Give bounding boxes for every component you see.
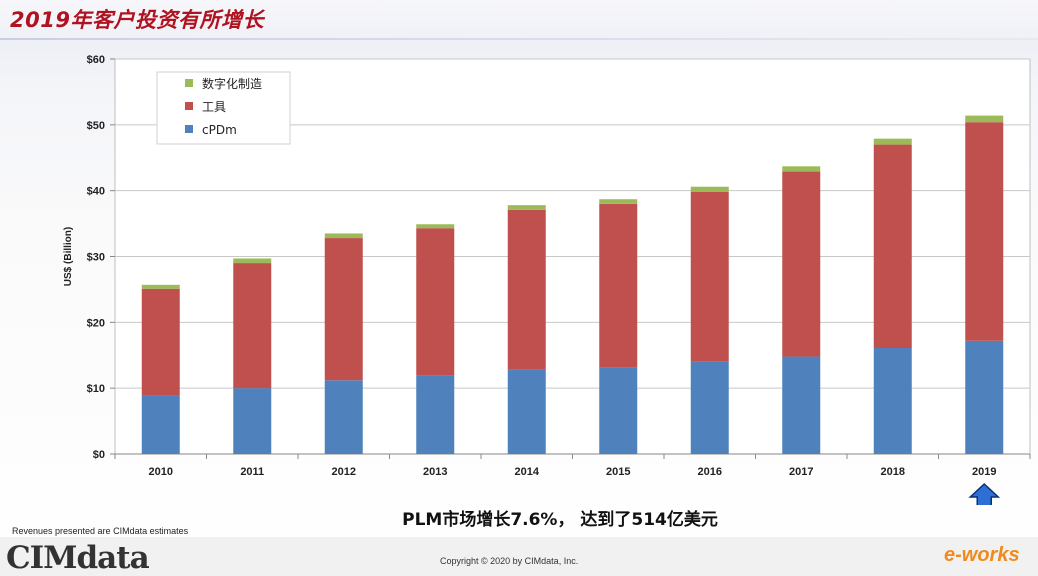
bar-segment	[690, 361, 729, 454]
legend-box	[156, 71, 291, 145]
y-tick-label: $20	[87, 317, 105, 329]
bar-segment	[507, 205, 546, 210]
bar-segment	[324, 238, 363, 381]
bar-segment	[873, 144, 912, 349]
y-tick-label: $30	[87, 252, 105, 264]
bar-segment	[416, 375, 455, 454]
y-tick-label: $50	[87, 120, 105, 132]
up-arrow-icon	[968, 482, 1001, 505]
x-tick-label: 2019	[972, 466, 996, 478]
footnote: Revenues presented are CIMdata estimates	[12, 526, 189, 536]
bar-segment	[507, 209, 546, 370]
bar-segment	[782, 171, 821, 357]
x-tick-label: 2011	[240, 466, 264, 478]
legend-swatch	[185, 125, 193, 133]
y-tick-label: $60	[87, 54, 105, 66]
x-tick-label: 2015	[606, 466, 630, 478]
bar-segment	[141, 284, 180, 289]
y-tick-label: $0	[93, 449, 105, 461]
legend-label: cPDm	[202, 123, 237, 137]
bar-segment	[324, 233, 363, 239]
legend-label: 工具	[202, 100, 226, 114]
y-axis-label: US$ (Billion)	[63, 227, 74, 286]
footer-band	[0, 537, 1038, 576]
legend-label: 数字化制造	[202, 76, 262, 91]
bar-segment	[965, 115, 1004, 123]
y-tick-label: $40	[87, 186, 105, 198]
title-divider	[0, 38, 1038, 40]
bar-segment	[599, 199, 638, 204]
x-tick-label: 2012	[332, 466, 356, 478]
bar-segment	[782, 356, 821, 454]
x-tick-label: 2017	[789, 466, 813, 478]
bar-segment	[873, 348, 912, 454]
logo-text: CIMdata	[6, 540, 150, 576]
bar-segment	[233, 388, 272, 454]
bar-segment	[233, 258, 272, 264]
bar-segment	[233, 263, 272, 389]
stacked-bar-chart: $0 $10 $20 $30 $40 $50 $60 US$ (Billion) 2010 201…	[63, 54, 1031, 505]
bar-segment	[141, 395, 180, 454]
legend-swatch	[185, 102, 193, 110]
x-tick-label: 2016	[698, 466, 722, 478]
bar-segment	[599, 203, 638, 368]
bar-segment	[599, 367, 638, 454]
bar-segment	[416, 224, 455, 229]
x-tick-label: 2018	[881, 466, 905, 478]
bar-segment	[782, 166, 821, 172]
bar-segment	[141, 288, 180, 396]
bar-segment	[690, 186, 729, 192]
legend-swatch	[185, 79, 193, 87]
bar-segment	[690, 191, 729, 362]
eworks-watermark: e-works	[944, 544, 1020, 566]
bar-segment	[324, 380, 363, 454]
bar-segment	[965, 122, 1004, 341]
y-tick-label: $10	[87, 383, 105, 395]
bar-segment	[873, 138, 912, 145]
copyright-text: Copyright © 2020 by CIMdata, Inc.	[440, 556, 579, 566]
x-tick-label: 2014	[515, 466, 540, 478]
x-tick-label: 2013	[423, 466, 447, 478]
x-tick-label: 2010	[149, 466, 173, 478]
slide-title: 2019年客户投资有所增长	[10, 8, 264, 32]
cimdata-logo: CIMdata	[6, 540, 150, 576]
bar-segment	[416, 228, 455, 376]
chart-subtitle: PLM市场增长7.6%， 达到了514亿美元	[402, 510, 718, 530]
bar-segment	[507, 369, 546, 454]
bar-segment	[965, 340, 1004, 454]
